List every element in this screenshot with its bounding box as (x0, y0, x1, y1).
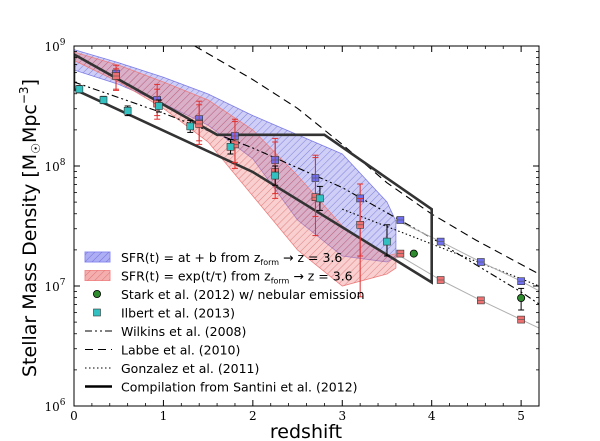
legend-gonzalez-label: Gonzalez et al. (2011) (121, 361, 259, 376)
y-axis-label-exp: −3 (17, 86, 31, 104)
legend-sfr_exp-label-sub: form (271, 277, 290, 286)
stark-et-al-2012-marker (409, 249, 418, 258)
legend-labbe-label: Labbe et al. (2010) (121, 343, 240, 358)
y-tick-label-exp: 8 (60, 158, 66, 168)
legend-sfr_linear-label-sub: form (260, 258, 279, 267)
y-tick-label-exp: 7 (60, 278, 66, 288)
ilbert-et-al-2013-marker (383, 237, 391, 246)
y-axis-label-unit: Mpc (19, 104, 41, 143)
ilbert-et-al-2013-marker (155, 102, 163, 110)
legend-sfr_linear-label: SFR(t) = at + b from zform → z = 3.6 (121, 250, 342, 267)
y-axis-label: Stellar Mass Density [M☉Mpc−3] (17, 79, 43, 377)
legend-stark-marker (93, 289, 102, 298)
y-tick-label-base: 10 (44, 280, 59, 294)
y-tick-label-base: 10 (44, 160, 59, 174)
x-tick-label: 4 (428, 409, 436, 423)
y-tick-label-exp: 6 (60, 398, 66, 408)
legend: SFR(t) = at + b from zform → z = 3.6SFR(… (84, 250, 365, 395)
legend-stark-label: Stark et al. (2012) w/ nebular emission (121, 287, 365, 302)
x-tick-label: 5 (517, 409, 525, 423)
legend-santini-label: Compilation from Santini et al. (2012) (121, 380, 358, 395)
legend-sfr_linear-hatch (85, 252, 110, 262)
stark-et-al-2012-marker (517, 293, 526, 302)
ilbert-et-al-2013-marker (271, 171, 280, 180)
ilbert-et-al-2013-marker (316, 194, 324, 203)
legend-sfr_exp-label-post: → z = 3.6 (289, 269, 352, 284)
legend-sfr_linear-label-post: → z = 3.6 (279, 250, 342, 265)
legend-sfr_exp-label: SFR(t) = exp(t/τ) from zform → z = 3.6 (121, 269, 353, 286)
ilbert-et-al-2013-marker (123, 107, 132, 115)
y-tick-label-exp: 9 (60, 38, 66, 48)
x-tick-label: 3 (338, 409, 346, 423)
x-tick-label: 1 (160, 409, 168, 423)
ilbert-et-al-2013-marker (75, 85, 84, 93)
y-tick-label: 109 (44, 38, 65, 54)
plot-area (74, 46, 539, 329)
x-tick-label: 2 (249, 409, 257, 423)
y-axis-label-main: Stellar Mass Density [M (19, 154, 41, 377)
ilbert-et-al-2013-marker (226, 143, 235, 151)
y-tick-label: 108 (44, 158, 65, 174)
legend-sfr_exp-hatch (85, 270, 110, 281)
x-tick-label: 0 (70, 409, 78, 423)
plot-content (74, 46, 539, 329)
legend-sfr_linear-label-pre: SFR(t) = at + b from z (121, 250, 261, 265)
ilbert-et-al-2013-marker (186, 122, 195, 131)
y-axis-label-sun: ☉ (29, 143, 43, 154)
y-tick-label: 106 (44, 398, 65, 414)
labbe-et-al-2010-line (194, 46, 539, 275)
legend-ilbert-marker (93, 308, 101, 317)
legend-sfr_exp-label-pre: SFR(t) = exp(t/τ) from z (121, 269, 271, 284)
legend-ilbert-label: Ilbert et al. (2013) (121, 306, 235, 321)
y-tick-label: 107 (44, 278, 65, 294)
y-axis-label-close: ] (19, 79, 41, 86)
y-tick-label-base: 10 (44, 40, 59, 54)
ilbert-et-al-2013-marker (99, 96, 108, 104)
y-tick-label-base: 10 (44, 400, 59, 414)
legend-wilkins-label: Wilkins et al. (2008) (121, 324, 246, 339)
x-axis-label: redshift (270, 421, 342, 441)
